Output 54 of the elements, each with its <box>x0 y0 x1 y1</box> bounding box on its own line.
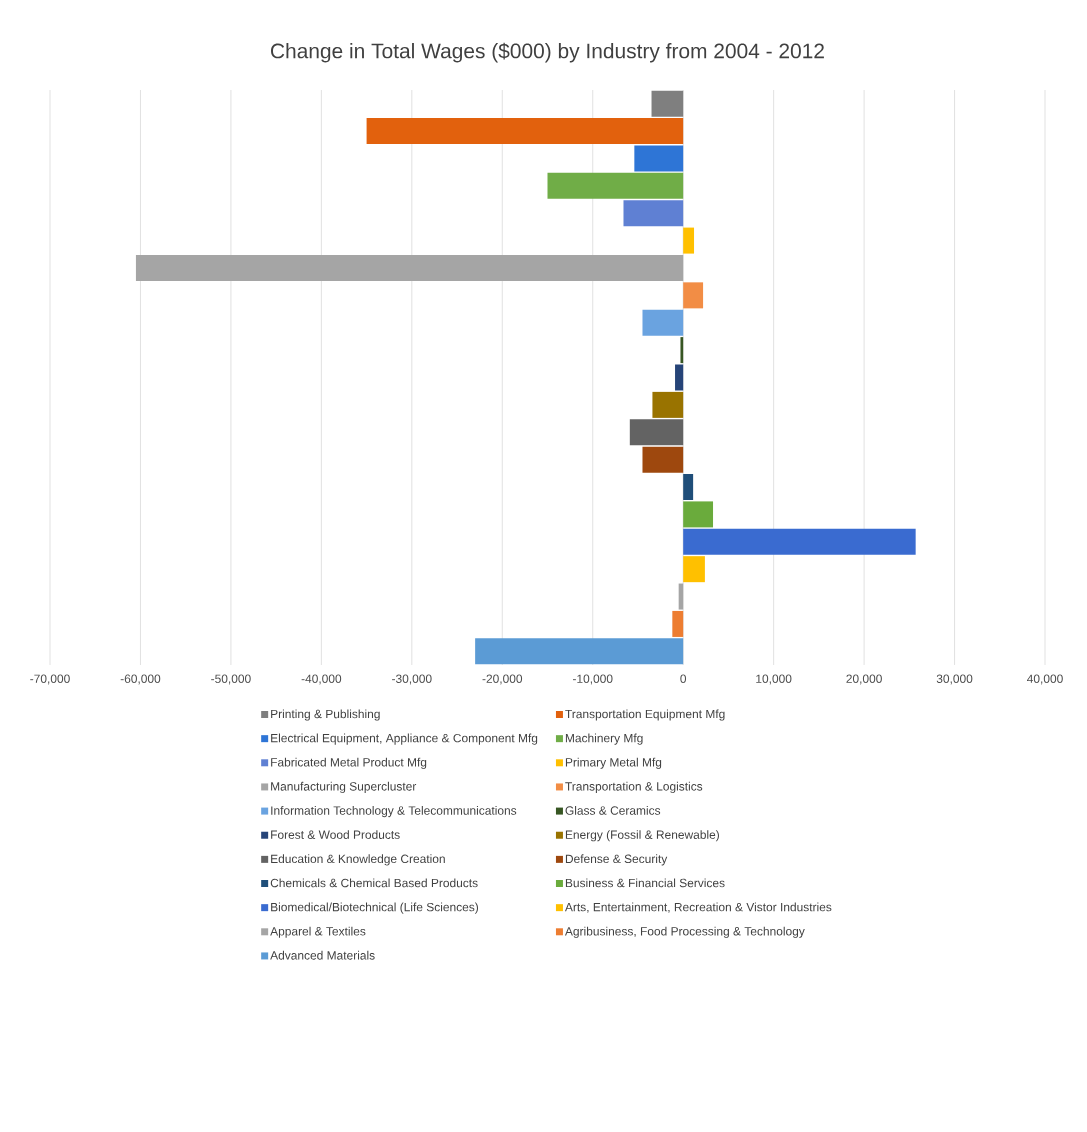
legend-label: Manufacturing Supercluster <box>271 781 417 794</box>
legend-label: Electrical Equipment, Appliance & Component Mfg <box>271 733 538 745</box>
legend-label: Defense & Security <box>565 854 668 866</box>
legend-label: Glass & Ceramics <box>565 806 661 815</box>
legend-label: Transportation & Logistics <box>565 781 703 794</box>
bar <box>652 391 684 418</box>
legend-label: Chemicals & Chemical Based Products <box>270 878 478 888</box>
x-tick-label: 10,000 <box>756 674 792 685</box>
bar <box>475 638 684 665</box>
legend-label: Machinery Mfg <box>565 733 643 745</box>
legend-label: Primary Metal Mfg <box>565 757 662 769</box>
legend-label: Printing & Publishing <box>271 709 380 721</box>
bar <box>547 172 684 199</box>
legend-label: Transportation Equipment Mfg <box>565 709 725 721</box>
x-tick-label: 40,000 <box>1027 674 1063 685</box>
bar <box>623 200 684 227</box>
legend-label: Fabricated Metal Product Mfg <box>271 757 427 769</box>
chart-title: Change in Total Wages ($000) by Industry from 2004 - 2012 <box>271 42 824 63</box>
bar <box>680 337 684 364</box>
bar <box>683 528 916 555</box>
bar <box>629 419 684 446</box>
bar <box>366 118 684 145</box>
legend-label: Arts, Entertainment, Recreation & Vistor Industries <box>564 902 832 913</box>
x-tick-label: -70,000 <box>30 674 70 685</box>
x-tick-label: -20,000 <box>482 674 523 685</box>
x-tick-label: 20,000 <box>846 674 882 685</box>
legend-label: Information Technology & Telecommunications <box>271 806 517 818</box>
bar <box>634 145 684 172</box>
bar <box>683 282 704 309</box>
legend-label: Forest & Wood Products <box>271 830 400 839</box>
legend-label: Education & Knowledge Creation <box>271 854 445 866</box>
bar <box>642 446 684 473</box>
bar <box>135 254 684 281</box>
bar <box>683 227 695 254</box>
bar <box>683 556 705 583</box>
legend-label: Agribusiness, Food Processing & Technology <box>564 926 805 938</box>
legend-label: Energy (Fossil & Renewable) <box>565 830 719 842</box>
bar <box>675 364 684 391</box>
x-tick-label: -40,000 <box>301 674 342 685</box>
bar <box>642 309 684 336</box>
x-tick-label: -10,000 <box>572 674 613 685</box>
bar <box>651 90 684 117</box>
bar <box>683 501 714 528</box>
x-tick-label: 0 <box>680 674 687 683</box>
x-tick-label: -50,000 <box>211 674 251 685</box>
legend-label: Biomedical/Biotechnical (Life Sciences) <box>271 902 479 914</box>
x-tick-label: 30,000 <box>936 674 973 685</box>
bar <box>683 474 694 501</box>
legend-label: Business & Financial Services <box>565 878 725 888</box>
x-tick-label: -60,000 <box>120 674 161 685</box>
x-tick-label: -30,000 <box>392 674 432 685</box>
bar <box>672 610 684 637</box>
legend-label: Advanced Materials <box>270 950 375 960</box>
legend-label: Apparel & Textiles <box>270 926 366 938</box>
